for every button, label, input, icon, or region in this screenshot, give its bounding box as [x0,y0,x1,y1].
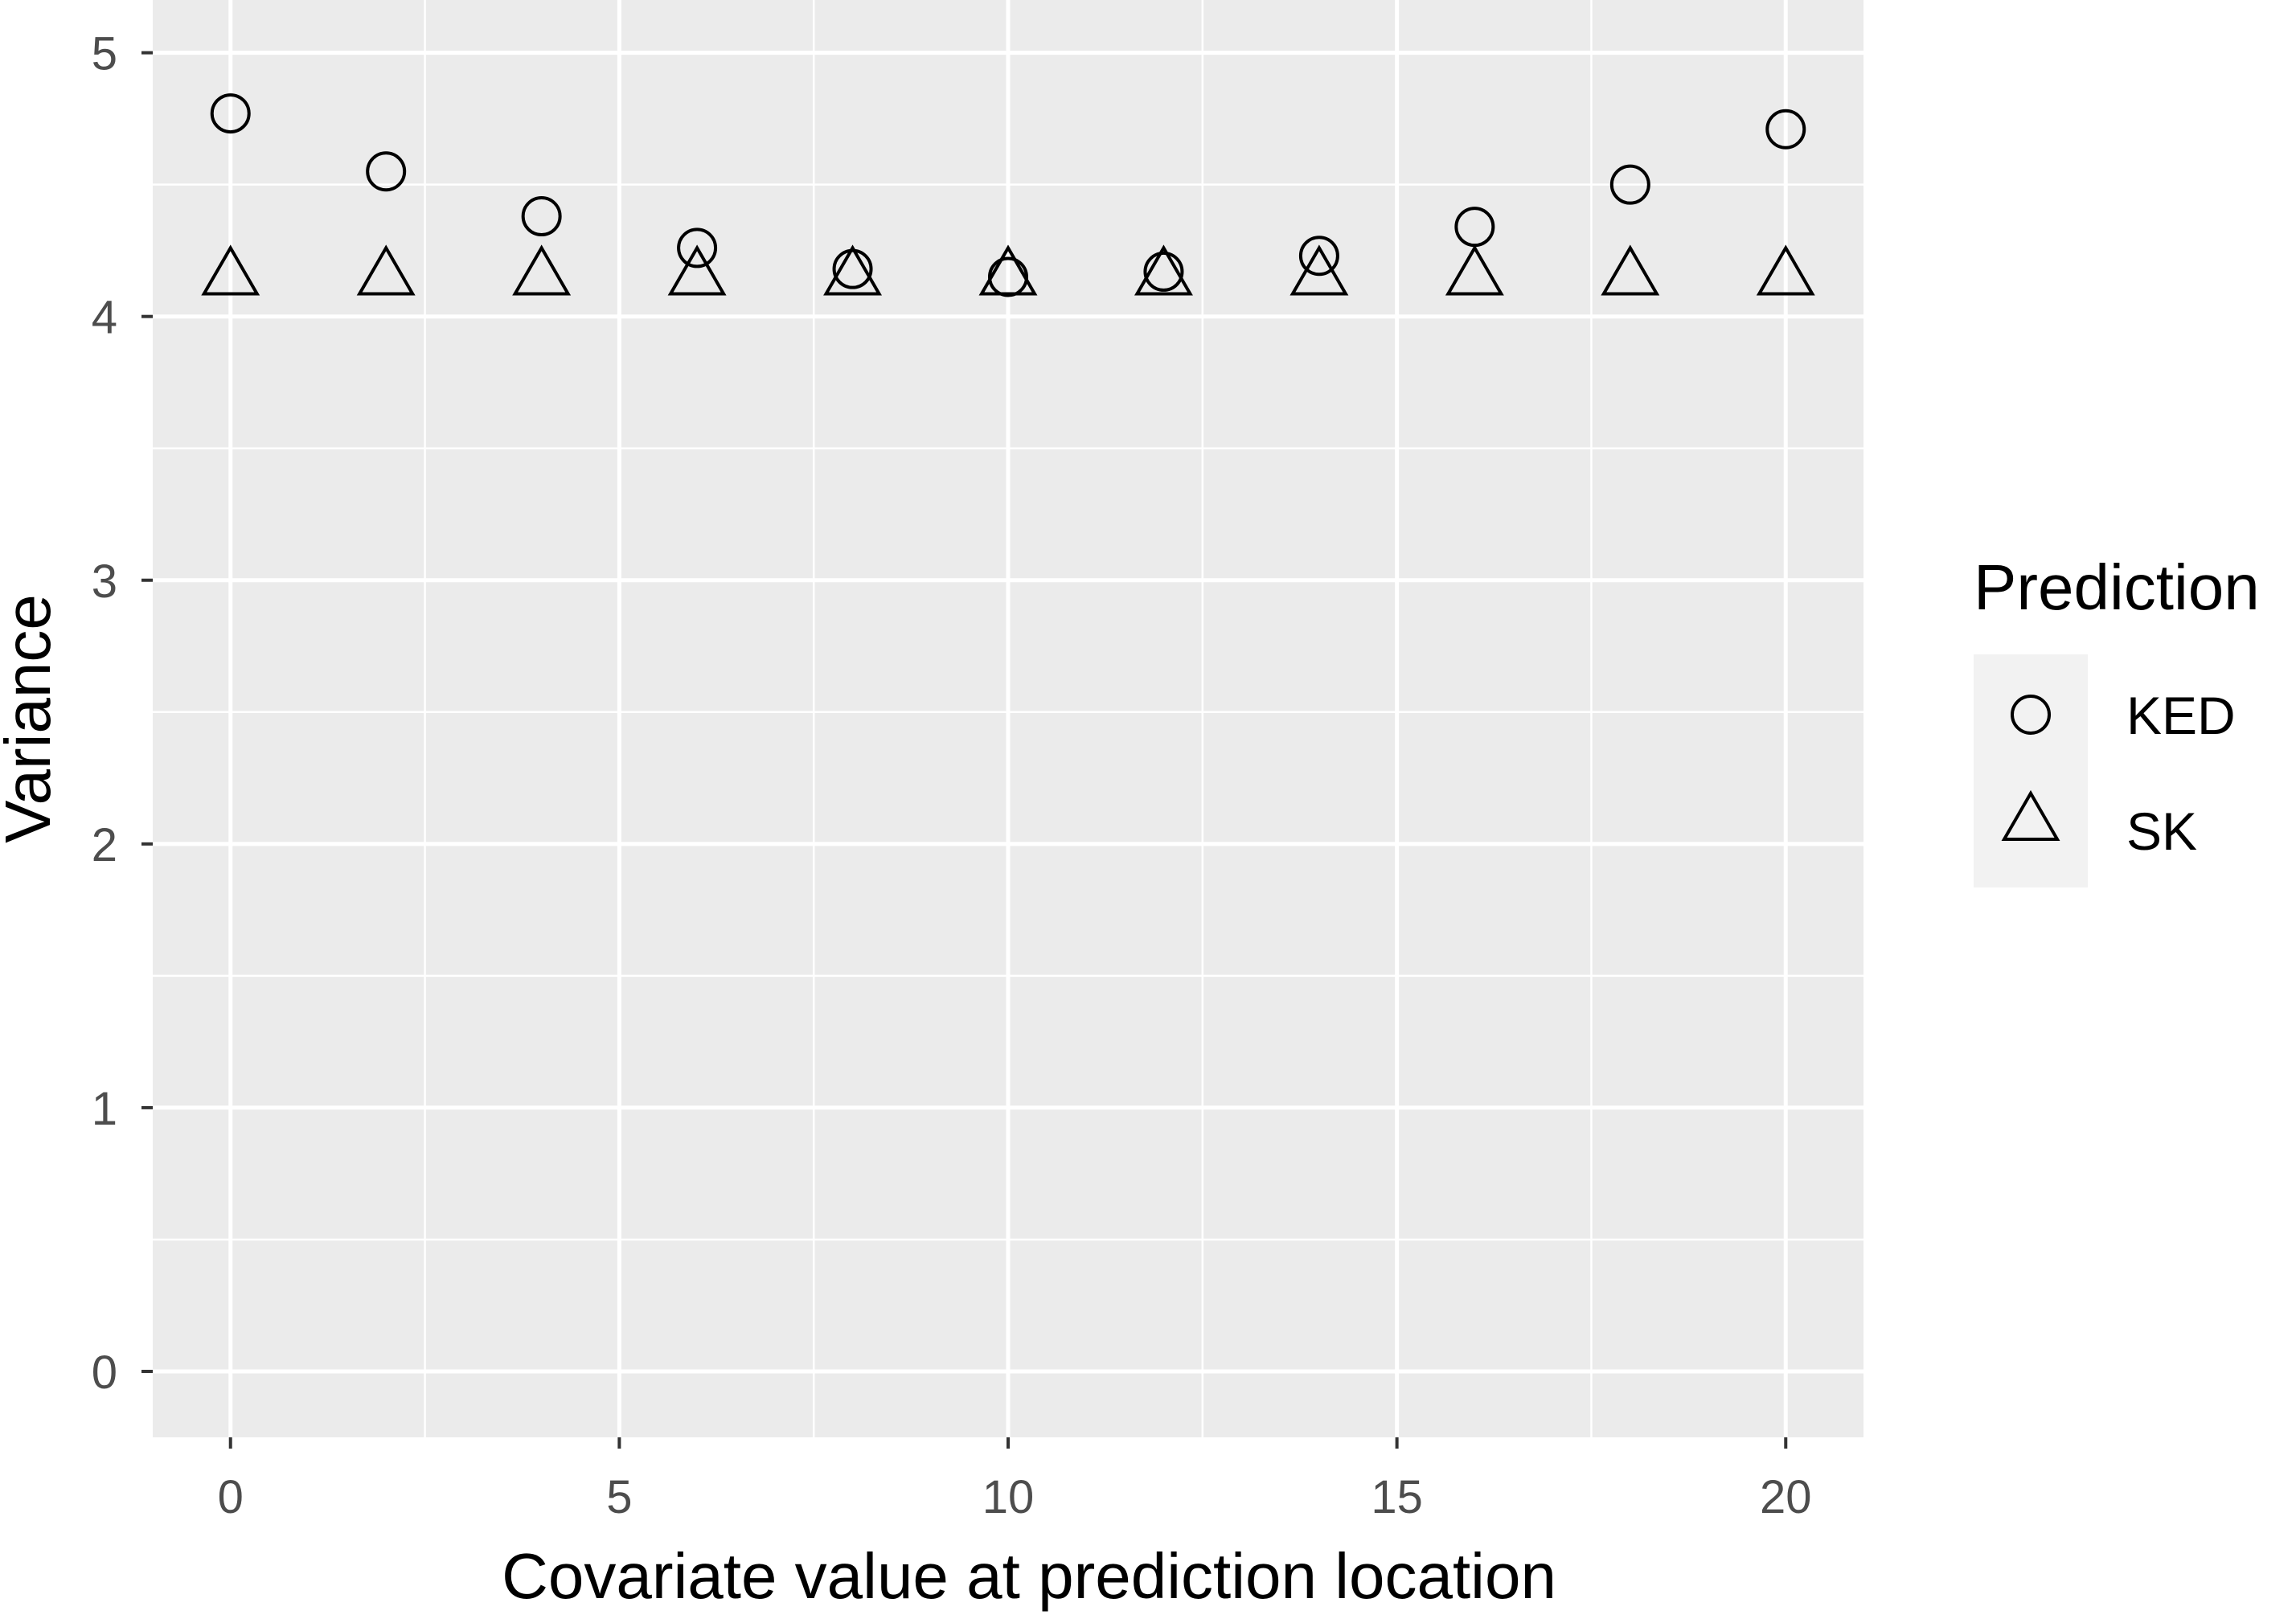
legend-label-ked: KED [2126,686,2236,745]
sk-point [1756,244,1815,296]
ked-point [521,196,562,237]
y-axis-title: Variance [0,594,64,843]
sk-point [356,244,416,296]
ked-point [210,93,251,134]
y-tick-label: 5 [92,28,117,80]
sk-point [1134,244,1193,296]
legend-key-ked [2011,695,2051,735]
y-tick-label: 2 [92,819,117,871]
legend-label-sk: SK [2126,801,2197,861]
x-tick-label: 5 [606,1471,632,1523]
ked-point [366,151,407,192]
sk-point [512,244,572,296]
sk-point [823,244,883,296]
x-axis-title: Covariate value at prediction location [502,1540,1556,1612]
sk-point [201,244,260,296]
ked-point [1298,236,1339,277]
legend-key-background [1974,654,2088,887]
sk-point [667,244,727,296]
sk-point [1601,244,1660,296]
y-axis: 0 1 2 3 4 5 [92,28,153,1399]
ked-point [677,227,718,268]
sk-point [978,244,1038,296]
x-tick-label: 10 [982,1471,1035,1523]
y-tick-label: 4 [92,292,117,344]
legend: Prediction KED SK [1974,551,2260,887]
sk-point [1445,244,1504,296]
x-tick-label: 20 [1760,1471,1812,1523]
x-tick-label: 0 [218,1471,244,1523]
ked-point [1765,109,1806,150]
grid-major [153,0,1863,1437]
x-tick-label: 15 [1371,1471,1423,1523]
legend-key-sk [2001,789,2060,842]
x-axis: 0 5 10 15 20 [218,1437,1812,1523]
ked-point [1609,164,1650,205]
y-tick-label: 0 [92,1347,117,1399]
ked-point [1143,251,1184,292]
data-points [201,93,1815,297]
y-tick-label: 3 [92,555,117,608]
legend-title: Prediction [1974,551,2260,623]
sk-point [1289,244,1349,296]
y-tick-label: 1 [92,1083,117,1135]
